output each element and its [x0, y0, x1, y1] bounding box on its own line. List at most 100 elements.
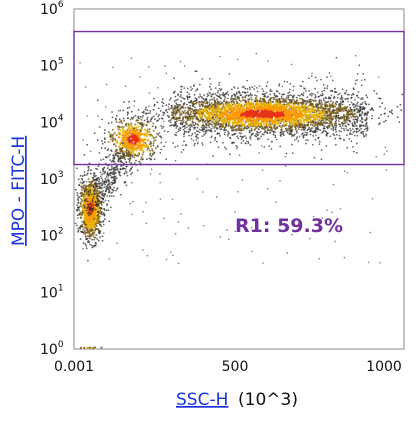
event-point: [197, 124, 200, 127]
event-point: [330, 128, 333, 130]
event-point: [133, 116, 135, 118]
event-point: [349, 106, 352, 109]
event-point: [121, 142, 124, 145]
event-point: [237, 91, 240, 94]
event-point: [332, 129, 335, 132]
event-point: [102, 190, 104, 192]
event-point: [225, 129, 228, 132]
event-point: [241, 124, 245, 127]
event-point: [334, 111, 336, 114]
event-point: [216, 107, 219, 110]
event-point: [362, 124, 365, 127]
event-point: [349, 127, 352, 130]
event-point: [180, 100, 182, 103]
event-point: [119, 152, 121, 155]
event-point: [241, 86, 244, 89]
event-point: [312, 144, 314, 146]
event-point: [101, 118, 103, 121]
event-point: [319, 94, 322, 97]
event-point: [123, 119, 126, 122]
event-point: [120, 193, 122, 196]
event-point: [81, 224, 84, 226]
event-point: [150, 155, 153, 158]
event-point: [239, 94, 242, 97]
event-point: [342, 127, 345, 130]
event-point: [331, 111, 334, 114]
event-point: [309, 123, 312, 126]
event-point: [111, 128, 114, 131]
event-point: [152, 129, 155, 132]
event-point: [242, 140, 245, 142]
event-point: [320, 149, 323, 152]
event-point: [128, 143, 131, 146]
event-point: [218, 126, 221, 129]
event-point: [314, 87, 316, 90]
event-point: [94, 244, 97, 247]
event-point: [169, 121, 172, 124]
event-point: [96, 99, 99, 102]
event-point: [323, 127, 325, 129]
event-point: [254, 124, 257, 127]
event-point: [344, 109, 347, 112]
event-point: [322, 129, 325, 132]
event-point: [280, 133, 283, 136]
event-point: [356, 142, 358, 145]
event-point: [356, 134, 359, 137]
event-point: [183, 87, 186, 89]
event-point: [136, 154, 139, 157]
event-point: [93, 244, 96, 247]
event-point: [119, 150, 122, 153]
event-point: [195, 130, 198, 132]
event-point: [311, 105, 314, 108]
event-point: [243, 85, 246, 88]
event-point: [219, 135, 221, 137]
event-point: [272, 133, 275, 136]
event-point: [313, 156, 316, 159]
event-point: [351, 128, 354, 130]
event-point: [390, 111, 393, 114]
event-point: [123, 181, 126, 184]
event-point: [312, 122, 315, 125]
event-point: [115, 134, 118, 137]
event-point: [114, 177, 117, 180]
event-point: [142, 141, 145, 144]
event-point: [326, 122, 329, 124]
event-point: [203, 128, 206, 131]
event-point: [214, 130, 217, 133]
event-point: [256, 130, 258, 133]
event-point: [203, 98, 205, 101]
event-point: [363, 128, 366, 131]
event-point: [194, 132, 196, 134]
event-point: [317, 116, 320, 120]
event-point: [97, 218, 100, 221]
event-point: [227, 93, 230, 96]
event-point: [372, 109, 374, 112]
event-point: [319, 117, 322, 120]
event-point: [352, 118, 355, 121]
event-point: [213, 122, 216, 125]
event-point: [92, 236, 95, 239]
event-point: [378, 123, 380, 126]
event-point: [300, 128, 303, 131]
event-point: [150, 134, 153, 137]
event-point: [157, 134, 160, 136]
event-point: [320, 158, 323, 161]
event-point: [80, 188, 83, 191]
event-point: [78, 196, 81, 199]
event-point: [98, 152, 101, 154]
event-point: [79, 203, 82, 206]
event-point: [303, 104, 306, 107]
event-point: [101, 184, 104, 187]
event-point: [337, 115, 340, 117]
event-point: [323, 125, 326, 128]
event-point: [255, 95, 258, 97]
event-point: [140, 129, 142, 132]
event-point: [375, 92, 378, 95]
event-point: [112, 179, 114, 182]
event-point: [127, 117, 129, 119]
event-point: [340, 127, 343, 129]
event-point: [238, 110, 241, 114]
event-point: [330, 113, 333, 116]
event-point: [225, 125, 227, 128]
event-point: [304, 88, 306, 90]
